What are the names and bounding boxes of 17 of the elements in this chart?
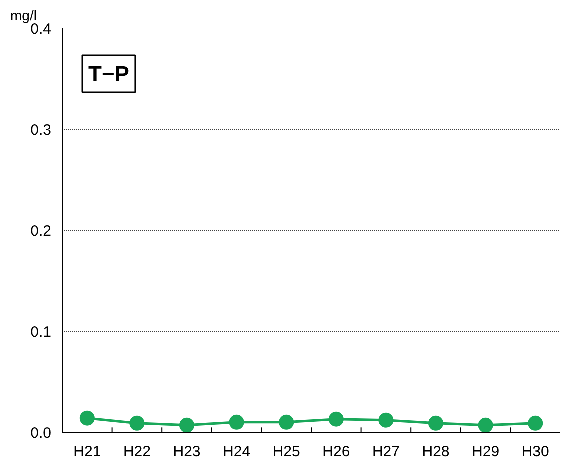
y-tick-label: 0.2 bbox=[30, 223, 52, 240]
x-tick-label: H30 bbox=[522, 444, 550, 460]
x-tick-label: H21 bbox=[74, 444, 102, 460]
x-tick-label: H25 bbox=[272, 444, 300, 460]
y-tick-label: 0.0 bbox=[30, 425, 52, 442]
y-tick-label: 0.3 bbox=[30, 122, 52, 139]
y-tick-label: 0.4 bbox=[30, 21, 52, 38]
x-tick-label: H27 bbox=[372, 444, 400, 460]
x-tick-label: H26 bbox=[322, 444, 350, 460]
y-axis-title: mg/l bbox=[10, 8, 37, 24]
x-tick-label: H29 bbox=[472, 444, 500, 460]
x-tick-label: H23 bbox=[173, 444, 201, 460]
text: T−P bbox=[88, 62, 130, 86]
x-tick-label: H22 bbox=[123, 444, 151, 460]
y-tick-label: 0.1 bbox=[30, 324, 52, 341]
x-tick-label: H24 bbox=[223, 444, 251, 460]
x-tick-label: H28 bbox=[422, 444, 450, 460]
